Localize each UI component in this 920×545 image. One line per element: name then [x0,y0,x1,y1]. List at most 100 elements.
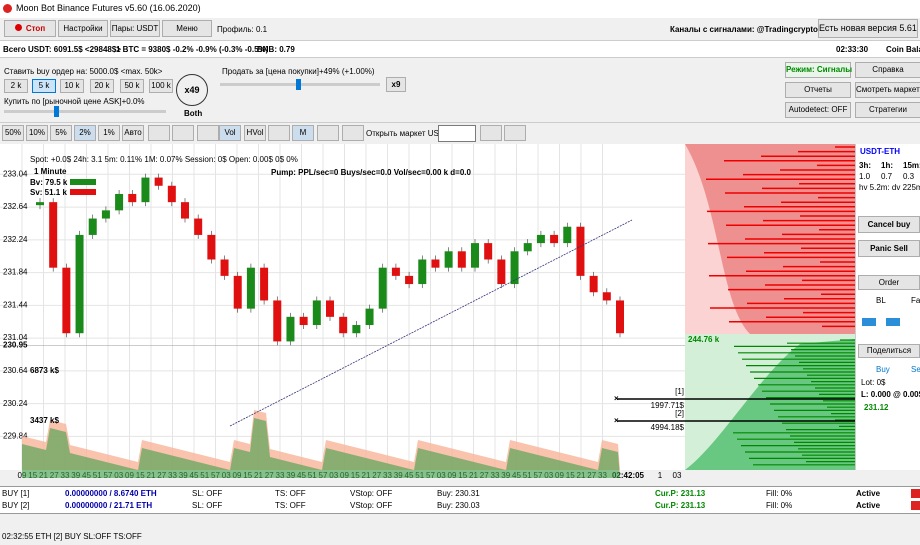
candle [273,300,282,342]
market-input[interactable] [438,125,476,142]
order-cell: Fill: 0% [766,501,793,510]
current-price: 230.95 [3,341,28,350]
label: Стоп [25,24,46,33]
side-button[interactable]: Режим: Сигналы [785,62,852,78]
scale-button[interactable]: 10% [26,125,48,141]
side-button[interactable]: Смотреть маркеты [855,82,920,98]
multiplier[interactable]: x49 [176,74,208,106]
sell-slider[interactable] [220,79,380,90]
stop-button[interactable]: Стоп [4,20,56,37]
tool-icon[interactable] [268,125,290,141]
order-cell: Active [856,501,881,510]
candle [154,177,163,186]
hvol-button[interactable]: HVol [244,125,266,141]
x-tick-label: 03 [673,471,682,480]
profile: Профиль: 0.1 [217,25,268,34]
tool-icon[interactable] [148,125,170,141]
scale-button[interactable]: 50% [2,125,24,141]
y-tick-label: 229.84 [3,432,28,441]
bl: BL [876,296,886,305]
candle [312,300,321,326]
candle [167,185,176,203]
y-tick-label: 231.84 [3,268,28,277]
scale-button[interactable]: 5% [50,125,72,141]
size-button[interactable]: 2 k [4,79,28,93]
close-button[interactable] [911,489,920,498]
size-button[interactable]: 50 k [120,79,144,93]
sell-label: Продать за [цена покупки]+49% (+1.00%) [222,67,375,76]
candle [418,259,427,285]
bnb-balance: BNB: 0.79 [257,45,295,54]
candle [246,267,255,309]
close-button[interactable] [911,501,920,510]
scale-button[interactable]: 2% [74,125,96,141]
sell-multiplier[interactable]: x9 [386,77,406,92]
coin-balance: Coin Balan [886,45,920,54]
timeframe: 1 Minute [34,167,67,176]
book-volume: 244.76 k [688,335,720,344]
order-cell: VStop: OFF [350,489,393,498]
hv: hv 5.2m: dv 225m [859,183,920,192]
candle [62,267,71,334]
change: 0.7 [881,172,893,181]
trend-line [229,219,633,427]
window-title: Moon Bot Binance Futures v5.60 (16.06.20… [16,3,201,13]
order-x: × [614,416,619,425]
order-cell: Fill: 0% [766,489,793,498]
tool-icon[interactable] [172,125,194,141]
menu-button[interactable]: Меню [162,20,212,37]
label: Cancel buy [867,220,911,229]
order-cell: BUY [2] [2,501,30,510]
side-button[interactable]: Autodetect: OFF [785,102,851,118]
settings-button[interactable]: Настройки [58,20,108,37]
scale-button[interactable]: Авто [122,125,144,141]
panic-sell[interactable]: Panic Sell [858,240,920,257]
tool-icon[interactable] [197,125,219,141]
plot-bg [0,144,685,470]
tool-icon[interactable] [504,125,526,141]
period: 1h: [881,161,893,170]
candle [457,251,466,268]
size-button[interactable]: 5 k [32,79,56,93]
cancel-buy[interactable]: Cancel buy [858,216,920,233]
icon [886,318,900,326]
y-tick-label: 231.44 [3,300,28,309]
update-button[interactable]: Есть новая версия 5.61 ! [818,19,920,38]
pairs-button[interactable]: Пары: USDT [110,20,160,37]
title-bar: Moon Bot Binance Futures v5.60 (16.06.20… [0,0,920,18]
volume [22,410,620,470]
order-amount: 4994.18$ [651,423,685,432]
sell-link[interactable]: Sell [911,365,920,374]
candle [550,234,559,244]
candle [326,300,334,317]
candle [391,267,400,276]
buy-slider[interactable] [4,106,166,117]
share-button[interactable]: Поделиться [858,344,920,358]
size-button[interactable]: 20 k [90,79,114,93]
vol-button[interactable]: Vol [219,125,241,141]
size-button[interactable]: 10 k [60,79,84,93]
side-button[interactable]: Отчеты [785,82,851,98]
side-button[interactable]: Стратегии [855,102,920,118]
period: 3h: [859,161,871,170]
size-button[interactable]: 100 k [149,79,173,93]
side-button[interactable]: Справка [855,62,920,78]
y-tick-label: 230.64 [3,366,28,375]
coin-panel: USDT-ETH 3h: 1.0 1h: 0.7 15m: 0.3 hv 5.2m: dv… [855,144,920,470]
tool-icon[interactable] [480,125,502,141]
y-tick-label: 230.24 [3,399,28,408]
candle [616,300,624,334]
m-button[interactable]: M [292,125,314,141]
sv-bar [70,189,96,195]
scale-button[interactable]: 1% [98,125,120,141]
info-bar: Всего USDT: 6091.5$ <29848$> 1 BTC = 938… [0,40,920,58]
fav: Fav [911,296,920,305]
x-tick-label: 1 [658,471,663,480]
candle [405,275,414,285]
order-button[interactable]: Order [858,275,920,290]
order-cell: TS: OFF [275,489,306,498]
buy-link[interactable]: Buy [876,365,890,374]
tool-icon[interactable] [342,125,364,141]
candle [431,259,440,268]
tool-icon[interactable] [317,125,339,141]
